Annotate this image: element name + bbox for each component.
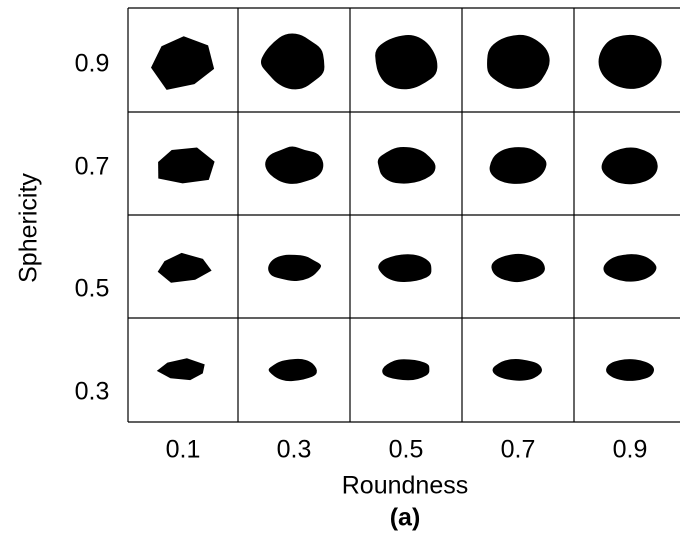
particle <box>158 147 215 184</box>
x-tick-label: 0.1 <box>166 436 201 464</box>
particle <box>157 252 212 283</box>
particle <box>598 34 662 89</box>
particle <box>487 34 550 89</box>
y-tick-label: 0.3 <box>75 378 110 406</box>
x-tick-label: 0.3 <box>277 436 312 464</box>
particle <box>268 358 317 382</box>
x-axis-title: Roundness <box>342 472 468 500</box>
particle <box>265 146 324 184</box>
particle <box>260 33 325 90</box>
particle <box>603 254 657 282</box>
grid <box>127 7 680 423</box>
particle <box>382 359 430 381</box>
y-tick-label: 0.7 <box>75 153 110 181</box>
x-tick-label: 0.7 <box>501 436 536 464</box>
y-tick-label: 0.9 <box>75 50 110 78</box>
caption: (a) <box>390 504 421 532</box>
particle <box>601 147 658 185</box>
x-tick-label: 0.5 <box>389 436 424 464</box>
y-tick-label: 0.5 <box>75 275 110 303</box>
particle <box>606 359 655 381</box>
particle <box>377 147 436 184</box>
row-lines <box>128 7 680 423</box>
y-axis-title: Sphericity <box>15 173 43 283</box>
particle <box>375 34 438 90</box>
particle <box>156 358 205 381</box>
column-lines <box>127 8 575 422</box>
particle <box>378 254 432 283</box>
particle <box>268 254 322 281</box>
particle <box>492 359 542 381</box>
particle <box>489 147 547 184</box>
particle <box>151 36 215 90</box>
particle-shapes <box>151 33 662 382</box>
x-tick-label: 0.9 <box>613 436 648 464</box>
particle <box>491 253 545 283</box>
